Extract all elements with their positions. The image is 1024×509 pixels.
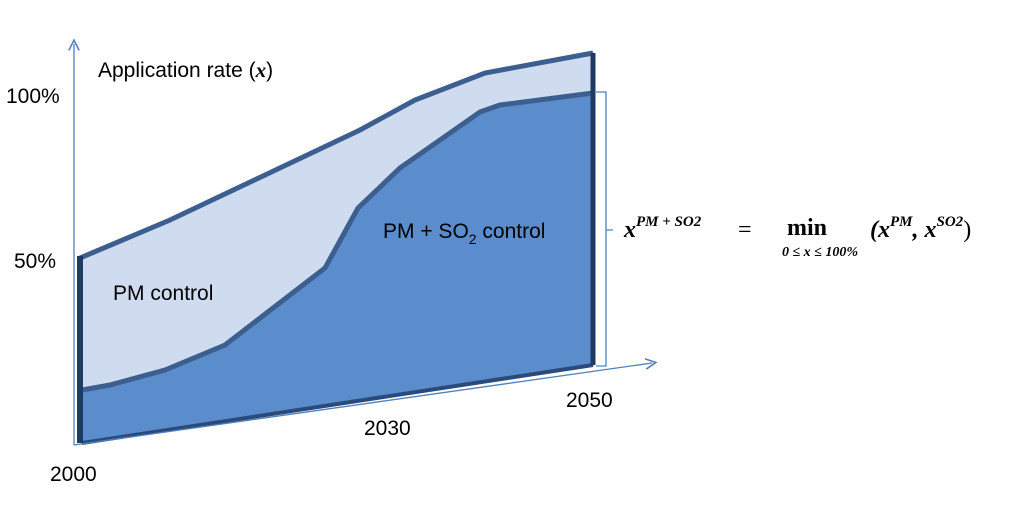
text-part: x: [623, 217, 636, 243]
text-part: Application rate (: [98, 59, 256, 82]
text-part: ): [266, 59, 273, 82]
x-tick-label: 2050: [566, 389, 613, 412]
region-label: PM + SO2 control: [383, 220, 545, 247]
region-label: PM control: [113, 282, 213, 305]
text-part: , x: [912, 217, 937, 243]
formula-args: (xPM, xSO2): [870, 214, 971, 243]
pm-top-edge: [79, 50, 594, 261]
x-tick-label: 2030: [364, 417, 411, 440]
text-part: (x: [870, 217, 890, 243]
x-tick-label: 2000: [50, 463, 97, 486]
formula-lhs: xPM + SO2: [623, 214, 702, 243]
text-part: SO2: [937, 214, 964, 230]
formula: xPM + SO2 = min 0 ≤ x ≤ 100% (xPM, xSO2): [623, 214, 971, 260]
y-tick-label: 100%: [6, 85, 60, 108]
text-part: PM + SO: [383, 220, 469, 243]
bottom-edge: [81, 363, 594, 445]
x-axis: [73, 363, 652, 446]
text-part: control: [477, 220, 546, 243]
y-tick-label: 50%: [14, 250, 56, 273]
text-part: PM: [890, 214, 913, 230]
text-part: PM + SO2: [636, 214, 702, 230]
formula-op-sub: 0 ≤ x ≤ 100%: [782, 245, 858, 260]
text-part: 2: [469, 231, 477, 247]
text-part: x: [255, 58, 267, 82]
text-part: ): [963, 217, 971, 243]
y-axis-label: Application rate (x): [98, 58, 273, 82]
bracket: [596, 91, 613, 367]
formula-equals: =: [738, 217, 752, 243]
formula-op: min: [787, 215, 827, 241]
pm-so2-top-edge: [81, 90, 594, 393]
